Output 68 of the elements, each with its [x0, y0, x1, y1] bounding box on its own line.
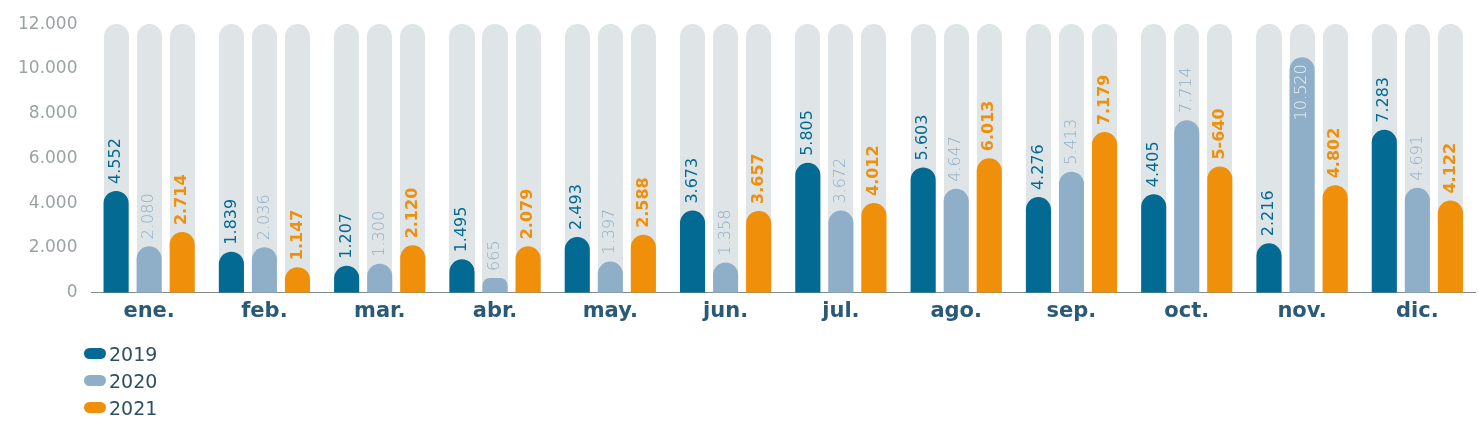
bar [218, 251, 244, 293]
data-label: 7.714 [1175, 67, 1195, 114]
data-label: 4.276 [1027, 144, 1047, 191]
data-label: 7.179 [1093, 74, 1113, 126]
x-tick-label: mar. [354, 297, 406, 322]
bar [564, 237, 590, 293]
bar [169, 232, 195, 293]
data-label: 4.122 [1439, 142, 1459, 194]
data-label: 1.358 [714, 209, 734, 256]
x-tick-label: ago. [930, 297, 982, 322]
data-label: 5.413 [1060, 118, 1080, 165]
y-tick-label: 8.000 [28, 102, 78, 123]
y-tick-label: 2.000 [28, 236, 78, 257]
data-label: 665 [484, 240, 504, 271]
data-label: 6.013 [978, 100, 998, 152]
data-label: 2.079 [517, 188, 537, 240]
data-label: 4.802 [1324, 127, 1344, 179]
y-tick-label: 6.000 [28, 146, 78, 167]
data-label: 4.552 [105, 138, 125, 184]
bar [630, 234, 656, 293]
data-label: 1.839 [220, 198, 240, 245]
y-tick-label: 10.000 [18, 57, 78, 78]
x-tick-label: sep. [1046, 297, 1097, 322]
data-label: 3.672 [830, 157, 850, 204]
data-label: 3.657 [747, 153, 767, 204]
data-label: 1.147 [286, 209, 306, 261]
legend-label: 2019 [109, 342, 158, 365]
data-label: 4.691 [1406, 134, 1426, 181]
data-label: 1.300 [368, 210, 388, 257]
x-tick-label: feb. [241, 297, 288, 322]
x-tick-label: dic. [1396, 297, 1439, 322]
data-label: 10.520 [1291, 64, 1311, 121]
x-tick-label: oct. [1164, 297, 1210, 322]
y-tick-label: 4.000 [28, 191, 78, 212]
x-tick-label: ene. [123, 297, 175, 322]
data-label: 1.495 [451, 206, 471, 253]
data-label: 5-640 [1208, 108, 1228, 160]
bar [828, 210, 854, 293]
data-label: 1.207 [335, 212, 355, 259]
data-label: 2.493 [566, 184, 586, 230]
x-tick-label: jun. [702, 297, 749, 322]
bar [400, 245, 426, 293]
x-tick-label: nov. [1277, 297, 1327, 322]
x-tick-label: abr. [472, 297, 518, 322]
legend-label: 2021 [109, 396, 158, 419]
data-label: 2.036 [253, 194, 273, 241]
bar [515, 246, 541, 293]
data-label: 2.120 [401, 187, 421, 239]
data-label: 2.216 [1258, 190, 1278, 237]
data-label: 4.405 [1142, 141, 1162, 188]
data-label: 2.714 [171, 174, 191, 226]
data-label: 1.397 [599, 208, 619, 255]
bar [1256, 243, 1282, 293]
y-tick-label: 0 [66, 281, 78, 302]
x-tick-label: may. [582, 297, 638, 322]
data-label: 2.588 [632, 177, 652, 228]
data-label: 2.080 [138, 193, 158, 240]
data-label: 4.647 [945, 135, 965, 182]
legend-label: 2020 [109, 369, 158, 392]
data-label: 3.673 [681, 157, 701, 204]
bar [136, 246, 162, 293]
data-label: 4.012 [863, 145, 883, 196]
bar [251, 247, 277, 293]
data-label: 5.603 [912, 114, 932, 161]
y-tick-label: 12.000 [18, 12, 78, 33]
x-tick-label: jul. [821, 297, 860, 322]
data-label: 7.283 [1373, 76, 1393, 123]
data-label: 5.805 [796, 110, 816, 156]
